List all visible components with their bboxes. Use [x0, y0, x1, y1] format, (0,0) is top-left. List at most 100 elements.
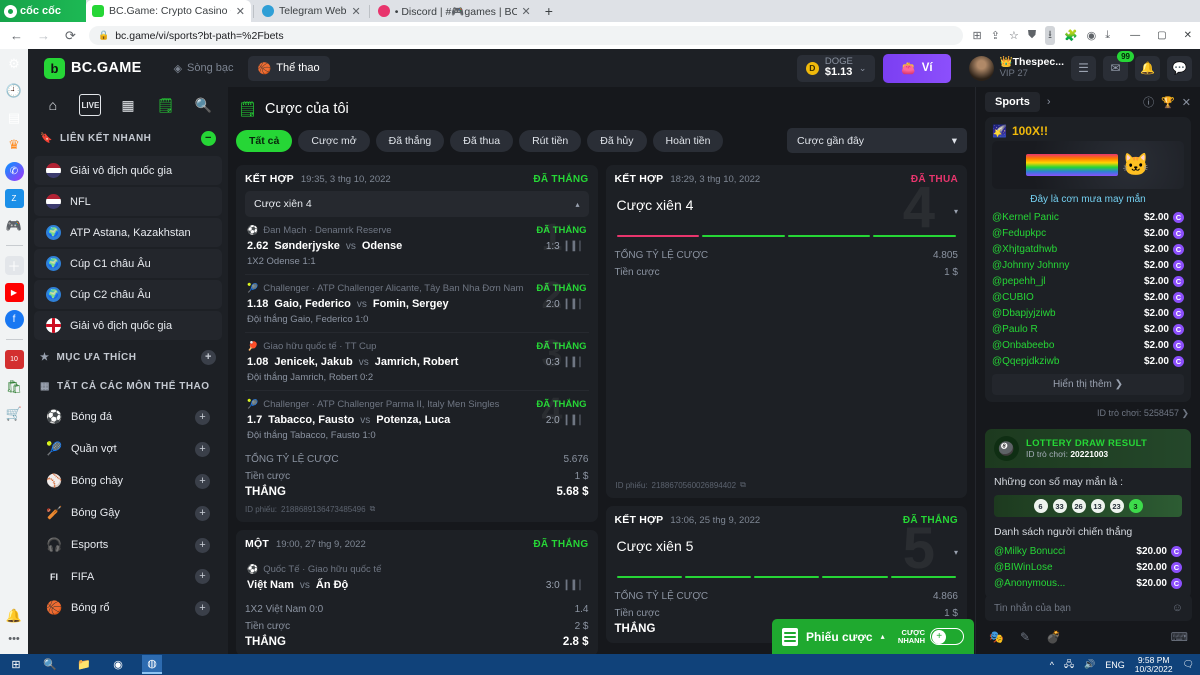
close-icon[interactable]: ✕ — [351, 5, 361, 18]
bcgame-logo[interactable]: b BC.GAME — [36, 57, 154, 79]
sport-item-cricket[interactable]: 🏏 Bóng Gậy + — [34, 498, 222, 528]
profile-icon[interactable]: ◉ — [1086, 30, 1097, 42]
browser-tab-1[interactable]: Telegram Web ✕ — [256, 0, 367, 22]
bell-icon[interactable]: 🔔 — [5, 607, 23, 623]
zalo-icon[interactable]: Z — [4, 189, 24, 208]
save-icon[interactable]: ⤓ — [1105, 29, 1111, 41]
winner-name[interactable]: @BIWinLose — [994, 561, 1053, 573]
quick-link-item[interactable]: Giải vô địch quốc gia — [34, 156, 222, 185]
wallet-button[interactable]: 👛 Ví — [883, 53, 951, 83]
notification-icon[interactable]: 🗨 — [1182, 659, 1194, 669]
quick-link-item[interactable]: Giải vô địch quốc gia — [34, 311, 222, 340]
cart-icon[interactable]: 🛒 — [5, 405, 23, 421]
calendar-icon[interactable]: 10 — [4, 350, 24, 369]
youtube-icon[interactable]: ▶ — [4, 283, 24, 302]
home-icon[interactable]: ⌂ — [48, 97, 58, 113]
rain-user[interactable]: @pepehh_jl — [992, 275, 1046, 287]
accordion-header[interactable]: Cược xiên 4 ▴ — [245, 191, 589, 217]
browser-tab-0[interactable]: BC.Game: Crypto Casino Gam ✕ — [86, 0, 251, 22]
rain-user[interactable]: @Fedupkpc — [992, 227, 1047, 239]
minimize-button[interactable]: — — [1130, 30, 1141, 41]
show-more-button[interactable]: Hiển thị thêm ❯ — [992, 374, 1184, 395]
bets-icon[interactable]: 🗒 — [156, 96, 175, 113]
sort-dropdown[interactable]: Cược gần đây ▾ — [787, 128, 967, 153]
collapse-icon[interactable]: − — [201, 131, 216, 146]
chrome-icon[interactable]: ◉ — [113, 659, 123, 671]
quick-links-header[interactable]: 🔖 LIÊN KẾT NHANH − — [28, 123, 228, 154]
stats-icon[interactable]: ▎▍▏ — [565, 356, 587, 367]
chevron-down-icon[interactable]: ▾ — [953, 207, 958, 216]
rain-user[interactable]: @Kernel Panic — [992, 211, 1059, 223]
extensions-icon[interactable]: 🧩 — [1063, 30, 1078, 42]
menu-icon[interactable]: ☰ — [1071, 55, 1096, 81]
add-icon[interactable]: ＋ — [4, 256, 24, 275]
close-icon[interactable]: ✕ — [235, 5, 245, 18]
all-sports-header[interactable]: ▦ TẤT CẢ CÁC MÔN THỂ THAO — [28, 373, 228, 400]
close-icon[interactable]: ✕ — [521, 5, 531, 18]
maximize-button[interactable]: ▢ — [1157, 30, 1167, 41]
sticker-icon[interactable]: 🎭 — [989, 630, 1004, 644]
facebook-icon[interactable]: f — [4, 310, 24, 329]
rain-user[interactable]: @Dbapjyjziwb — [992, 307, 1056, 319]
quick-link-item[interactable]: 🌍 Cúp C2 châu Âu — [34, 280, 222, 309]
rain-user[interactable]: @Johnny Johnny — [992, 259, 1070, 271]
back-icon[interactable]: ← — [10, 28, 23, 43]
bell-icon[interactable]: 🔔 — [1135, 55, 1160, 81]
add-icon[interactable]: + — [195, 473, 210, 489]
sport-item-fifa[interactable]: FI FIFA + — [34, 562, 222, 591]
bet-card[interactable]: MỘT 19:00, 27 thg 9, 2022 ĐÃ THẮNG ⚽ Quố… — [236, 530, 598, 654]
clock[interactable]: 9:58 PM 10/3/2022 — [1135, 655, 1173, 674]
reload-icon[interactable]: ⟳ — [65, 27, 76, 43]
bookmark-star-icon[interactable]: ☆ — [1008, 30, 1019, 42]
close-icon[interactable]: ✕ — [1181, 96, 1191, 109]
copy-icon[interactable]: ⧉ — [369, 504, 376, 513]
emoji-icon[interactable]: ☺ — [1171, 602, 1183, 614]
keyboard-icon[interactable]: ⌨ — [1170, 630, 1188, 644]
history-icon[interactable]: 🕘 — [5, 82, 23, 98]
quick-bet-toggle-group[interactable]: CƯỢC NHANH + — [898, 628, 964, 645]
game-id-link[interactable]: ID trò chơi: 5258457 ❯ — [1097, 408, 1189, 418]
chevron-down-icon[interactable]: ⌄ — [858, 62, 867, 73]
add-icon[interactable]: + — [195, 505, 210, 521]
rain-user[interactable]: @Paulo R — [992, 323, 1038, 335]
rain-user[interactable]: @Qqepjdkziwb — [992, 355, 1060, 367]
quick-bet-toggle[interactable]: + — [930, 628, 964, 645]
nav-item-casino[interactable]: ◈ Sòng bạc — [164, 56, 244, 81]
chevron-up-icon[interactable]: ▴ — [880, 632, 885, 641]
stats-icon[interactable]: ▎▍▏ — [565, 240, 587, 251]
filter-chip-lost[interactable]: Đã thua — [450, 129, 514, 152]
filter-chip-cancelled[interactable]: Đã hủy — [587, 129, 647, 152]
wallet-balance[interactable]: D DOGE $1.13 ⌄ — [796, 54, 876, 82]
more-icon[interactable]: ••• — [8, 632, 20, 645]
bet-card[interactable]: KẾT HỢP 19:35, 3 thg 10, 2022 ĐÃ THẮNG C… — [236, 165, 598, 522]
mail-icon[interactable]: ✉ 99 — [1103, 50, 1134, 81]
quick-link-item[interactable]: NFL — [34, 187, 222, 216]
volume-icon[interactable]: 🔊 — [1084, 659, 1096, 669]
chevron-up-icon[interactable]: ▴ — [575, 199, 580, 209]
bet-card[interactable]: KẾT HỢP 18:29, 3 thg 10, 2022 ĐÃ THUA 4 … — [605, 165, 967, 498]
chat-input[interactable]: Tin nhắn của bạn ☺ — [985, 595, 1192, 621]
rain-user[interactable]: @CUBIO — [992, 291, 1034, 303]
browser-tab-2[interactable]: • Discord | #🎮games | BC G ✕ — [372, 0, 537, 22]
shield-icon[interactable]: ⛊ — [1027, 29, 1037, 41]
forward-icon[interactable]: → — [37, 28, 50, 43]
user-profile[interactable]: 👑Thespec... VIP 27 — [968, 55, 1064, 81]
rain-user[interactable]: @Xhjtgatdhwb — [992, 243, 1058, 255]
close-window-button[interactable]: ✕ — [1183, 30, 1192, 41]
add-icon[interactable]: + — [195, 537, 210, 553]
shop-icon[interactable]: 🛍 — [5, 378, 23, 394]
chat-room-tab[interactable]: Sports — [985, 92, 1040, 112]
language-indicator[interactable]: ENG — [1105, 659, 1125, 670]
sport-item-soccer[interactable]: ⚽ Bóng đá + — [34, 402, 222, 432]
trophy-icon[interactable]: 🏆 — [1161, 96, 1175, 109]
chevron-down-icon[interactable]: ▾ — [953, 548, 958, 557]
live-icon[interactable]: LIVE — [79, 94, 102, 116]
filter-chip-refund[interactable]: Hoàn tiền — [652, 129, 724, 152]
betslip-bar[interactable]: Phiếu cược ▴ CƯỢC NHANH + — [772, 619, 974, 654]
winner-name[interactable]: @Milky Bonucci — [994, 545, 1066, 557]
gear-icon[interactable]: ⚙ — [8, 55, 20, 71]
address-bar[interactable]: 🔒 bc.game/vi/sports?bt-path=%2Fbets — [89, 26, 963, 45]
sport-item-basketball[interactable]: 🏀 Bóng rổ + — [34, 593, 222, 623]
filter-chip-all[interactable]: Tất cả — [236, 129, 293, 152]
tip-icon[interactable]: 💣 — [1046, 630, 1061, 644]
